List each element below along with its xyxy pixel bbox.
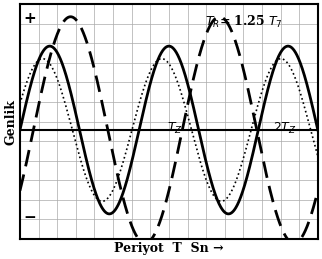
Y-axis label: Genlik: Genlik bbox=[4, 99, 17, 145]
Text: $T_R$= 1.25 $T_7$: $T_R$= 1.25 $T_7$ bbox=[205, 13, 282, 30]
Text: $2T_Z$: $2T_Z$ bbox=[273, 121, 297, 136]
Text: −: − bbox=[24, 210, 36, 225]
Text: $T_Z$: $T_Z$ bbox=[167, 121, 183, 136]
X-axis label: Periyot  T  Sn →: Periyot T Sn → bbox=[114, 242, 224, 255]
Text: +: + bbox=[24, 11, 36, 26]
